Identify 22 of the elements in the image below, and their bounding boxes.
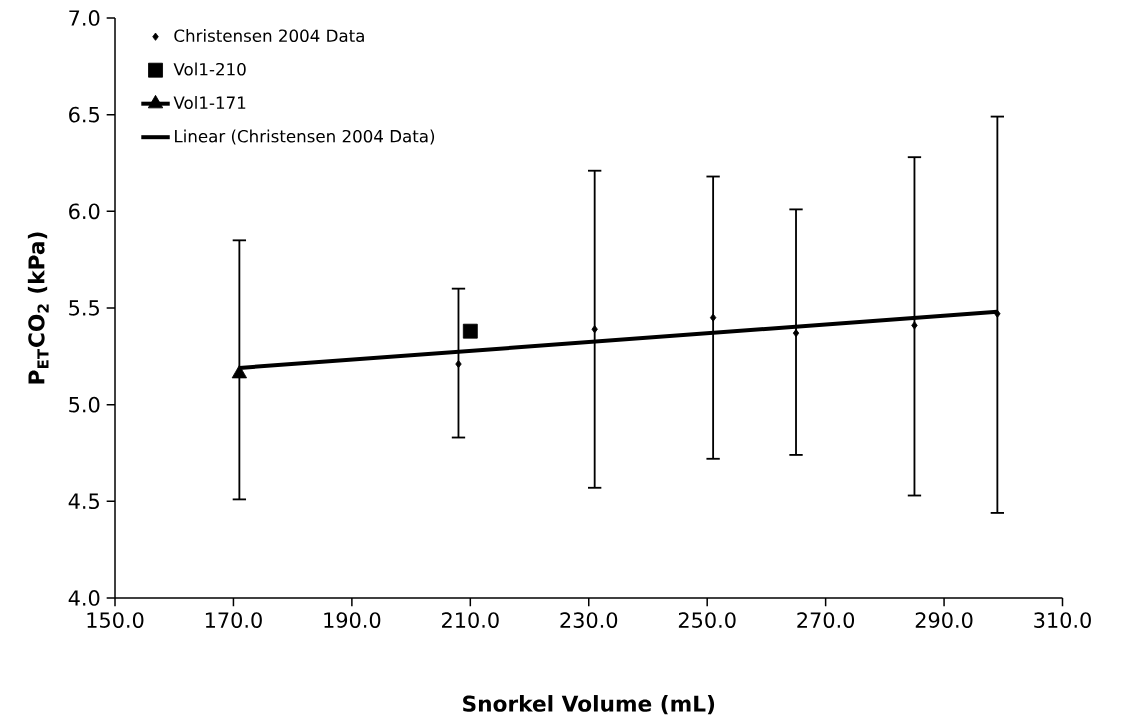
x-tick-label: 190.0	[324, 612, 381, 628]
legend-label: Vol1-210	[173, 62, 246, 76]
legend-label: Linear (Christensen 2004 Data)	[175, 129, 435, 145]
y-axis-title: P$_{ET}$CO$_{2}$ (kPa)	[27, 232, 49, 384]
x-tick-label: 170.0	[205, 612, 262, 628]
y-tick-label: 6.5	[69, 106, 99, 123]
x-tick-label: 230.0	[560, 612, 618, 628]
legend-label: Vol1-171	[173, 96, 246, 110]
x-tick-label: 310.0	[1034, 612, 1091, 628]
y-tick-label: 5.5	[69, 300, 99, 316]
y-tick-label: 4.0	[68, 590, 100, 606]
x-tick-label: 290.0	[915, 612, 973, 628]
y-tick-label: 6.0	[69, 203, 100, 220]
x-tick-label: 250.0	[678, 612, 736, 628]
x-tick-label: 210.0	[442, 612, 499, 628]
y-tick-label: 5.0	[69, 396, 100, 413]
y-tick-label: 4.5	[68, 493, 99, 510]
x-axis-title: Snorkel Volume (mL)	[463, 695, 715, 715]
x-tick-label: 150.0	[87, 612, 144, 628]
legend-label: Christensen 2004 Data	[174, 29, 364, 43]
y-tick-label: 7.0	[69, 10, 100, 26]
x-tick-label: 270.0	[797, 612, 855, 628]
